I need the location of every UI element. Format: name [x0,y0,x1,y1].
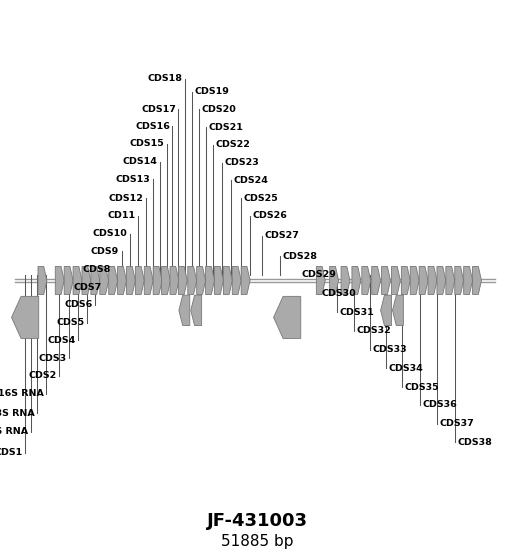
Polygon shape [38,267,47,295]
Polygon shape [11,296,39,338]
Polygon shape [241,267,250,295]
Text: CDS14: CDS14 [123,157,158,166]
Polygon shape [473,267,482,295]
Text: CDS7: CDS7 [74,282,102,292]
Polygon shape [382,267,390,295]
Text: CDS17: CDS17 [141,105,176,114]
Polygon shape [392,295,403,325]
Text: CDS26: CDS26 [252,212,287,221]
Polygon shape [352,267,361,295]
Polygon shape [362,267,371,295]
Text: CDS38: CDS38 [458,438,493,447]
Polygon shape [109,267,117,295]
Text: CDS1: CDS1 [0,449,23,458]
Polygon shape [446,267,455,295]
Polygon shape [341,267,350,295]
Text: CDS36: CDS36 [422,400,457,409]
Polygon shape [135,267,144,295]
Polygon shape [224,267,232,295]
Text: CDS30: CDS30 [322,289,356,298]
Polygon shape [437,267,446,295]
Text: CDS2: CDS2 [28,371,56,380]
Polygon shape [455,267,464,295]
Polygon shape [381,295,391,325]
Text: CDS35: CDS35 [405,382,439,391]
Polygon shape [170,267,179,295]
Polygon shape [127,267,135,295]
Text: CDS19: CDS19 [194,87,229,96]
Polygon shape [188,267,197,295]
Polygon shape [144,267,153,295]
Polygon shape [391,267,400,295]
Text: CDS21: CDS21 [209,123,244,132]
Polygon shape [55,267,64,295]
Polygon shape [91,267,100,295]
Text: 51885 bp: 51885 bp [221,534,294,549]
Polygon shape [153,267,162,295]
Text: CDS8: CDS8 [82,265,111,274]
Text: CDS6: CDS6 [64,300,93,309]
Text: JF-431003: JF-431003 [207,512,308,530]
Text: 5S RNA: 5S RNA [0,427,29,436]
Text: CDS15: CDS15 [129,139,164,148]
Text: CDS32: CDS32 [356,326,391,335]
Text: CDS4: CDS4 [47,336,76,345]
Polygon shape [73,267,82,295]
Text: 23S RNA: 23S RNA [0,409,35,418]
Text: CDS29: CDS29 [302,270,337,279]
Polygon shape [232,267,241,295]
Text: CDS12: CDS12 [109,194,143,203]
Text: CDS10: CDS10 [93,229,128,238]
Text: CDS25: CDS25 [243,194,278,203]
Text: CDS33: CDS33 [373,345,407,354]
Polygon shape [197,267,205,295]
Text: CDS37: CDS37 [439,419,474,428]
Text: CDS27: CDS27 [265,231,300,240]
Polygon shape [372,267,381,295]
Polygon shape [82,267,91,295]
Polygon shape [419,267,428,295]
Polygon shape [464,267,473,295]
Polygon shape [205,267,214,295]
Polygon shape [273,296,301,338]
Text: CDS23: CDS23 [225,158,259,167]
Text: CDS3: CDS3 [38,353,66,362]
Text: CDS28: CDS28 [282,251,317,260]
Polygon shape [117,267,127,295]
Polygon shape [179,295,190,325]
Text: CDS5: CDS5 [56,318,84,327]
Polygon shape [191,295,202,325]
Polygon shape [410,267,419,295]
Polygon shape [214,267,224,295]
Polygon shape [64,267,73,295]
Text: 16S RNA: 16S RNA [0,389,44,398]
Text: CDS24: CDS24 [234,176,269,185]
Text: CDS22: CDS22 [216,141,251,150]
Polygon shape [162,267,170,295]
Polygon shape [401,267,410,295]
Polygon shape [428,267,437,295]
Polygon shape [178,267,187,295]
Text: CD11: CD11 [107,212,135,221]
Text: CDS34: CDS34 [388,364,423,373]
Polygon shape [330,267,338,295]
Text: CDS20: CDS20 [201,105,236,114]
Text: CDS31: CDS31 [339,308,374,317]
Text: CDS13: CDS13 [116,175,151,184]
Text: CDS18: CDS18 [147,74,182,83]
Polygon shape [100,267,109,295]
Polygon shape [316,267,325,295]
Text: CDS9: CDS9 [91,247,119,256]
Text: CDS16: CDS16 [135,122,170,130]
